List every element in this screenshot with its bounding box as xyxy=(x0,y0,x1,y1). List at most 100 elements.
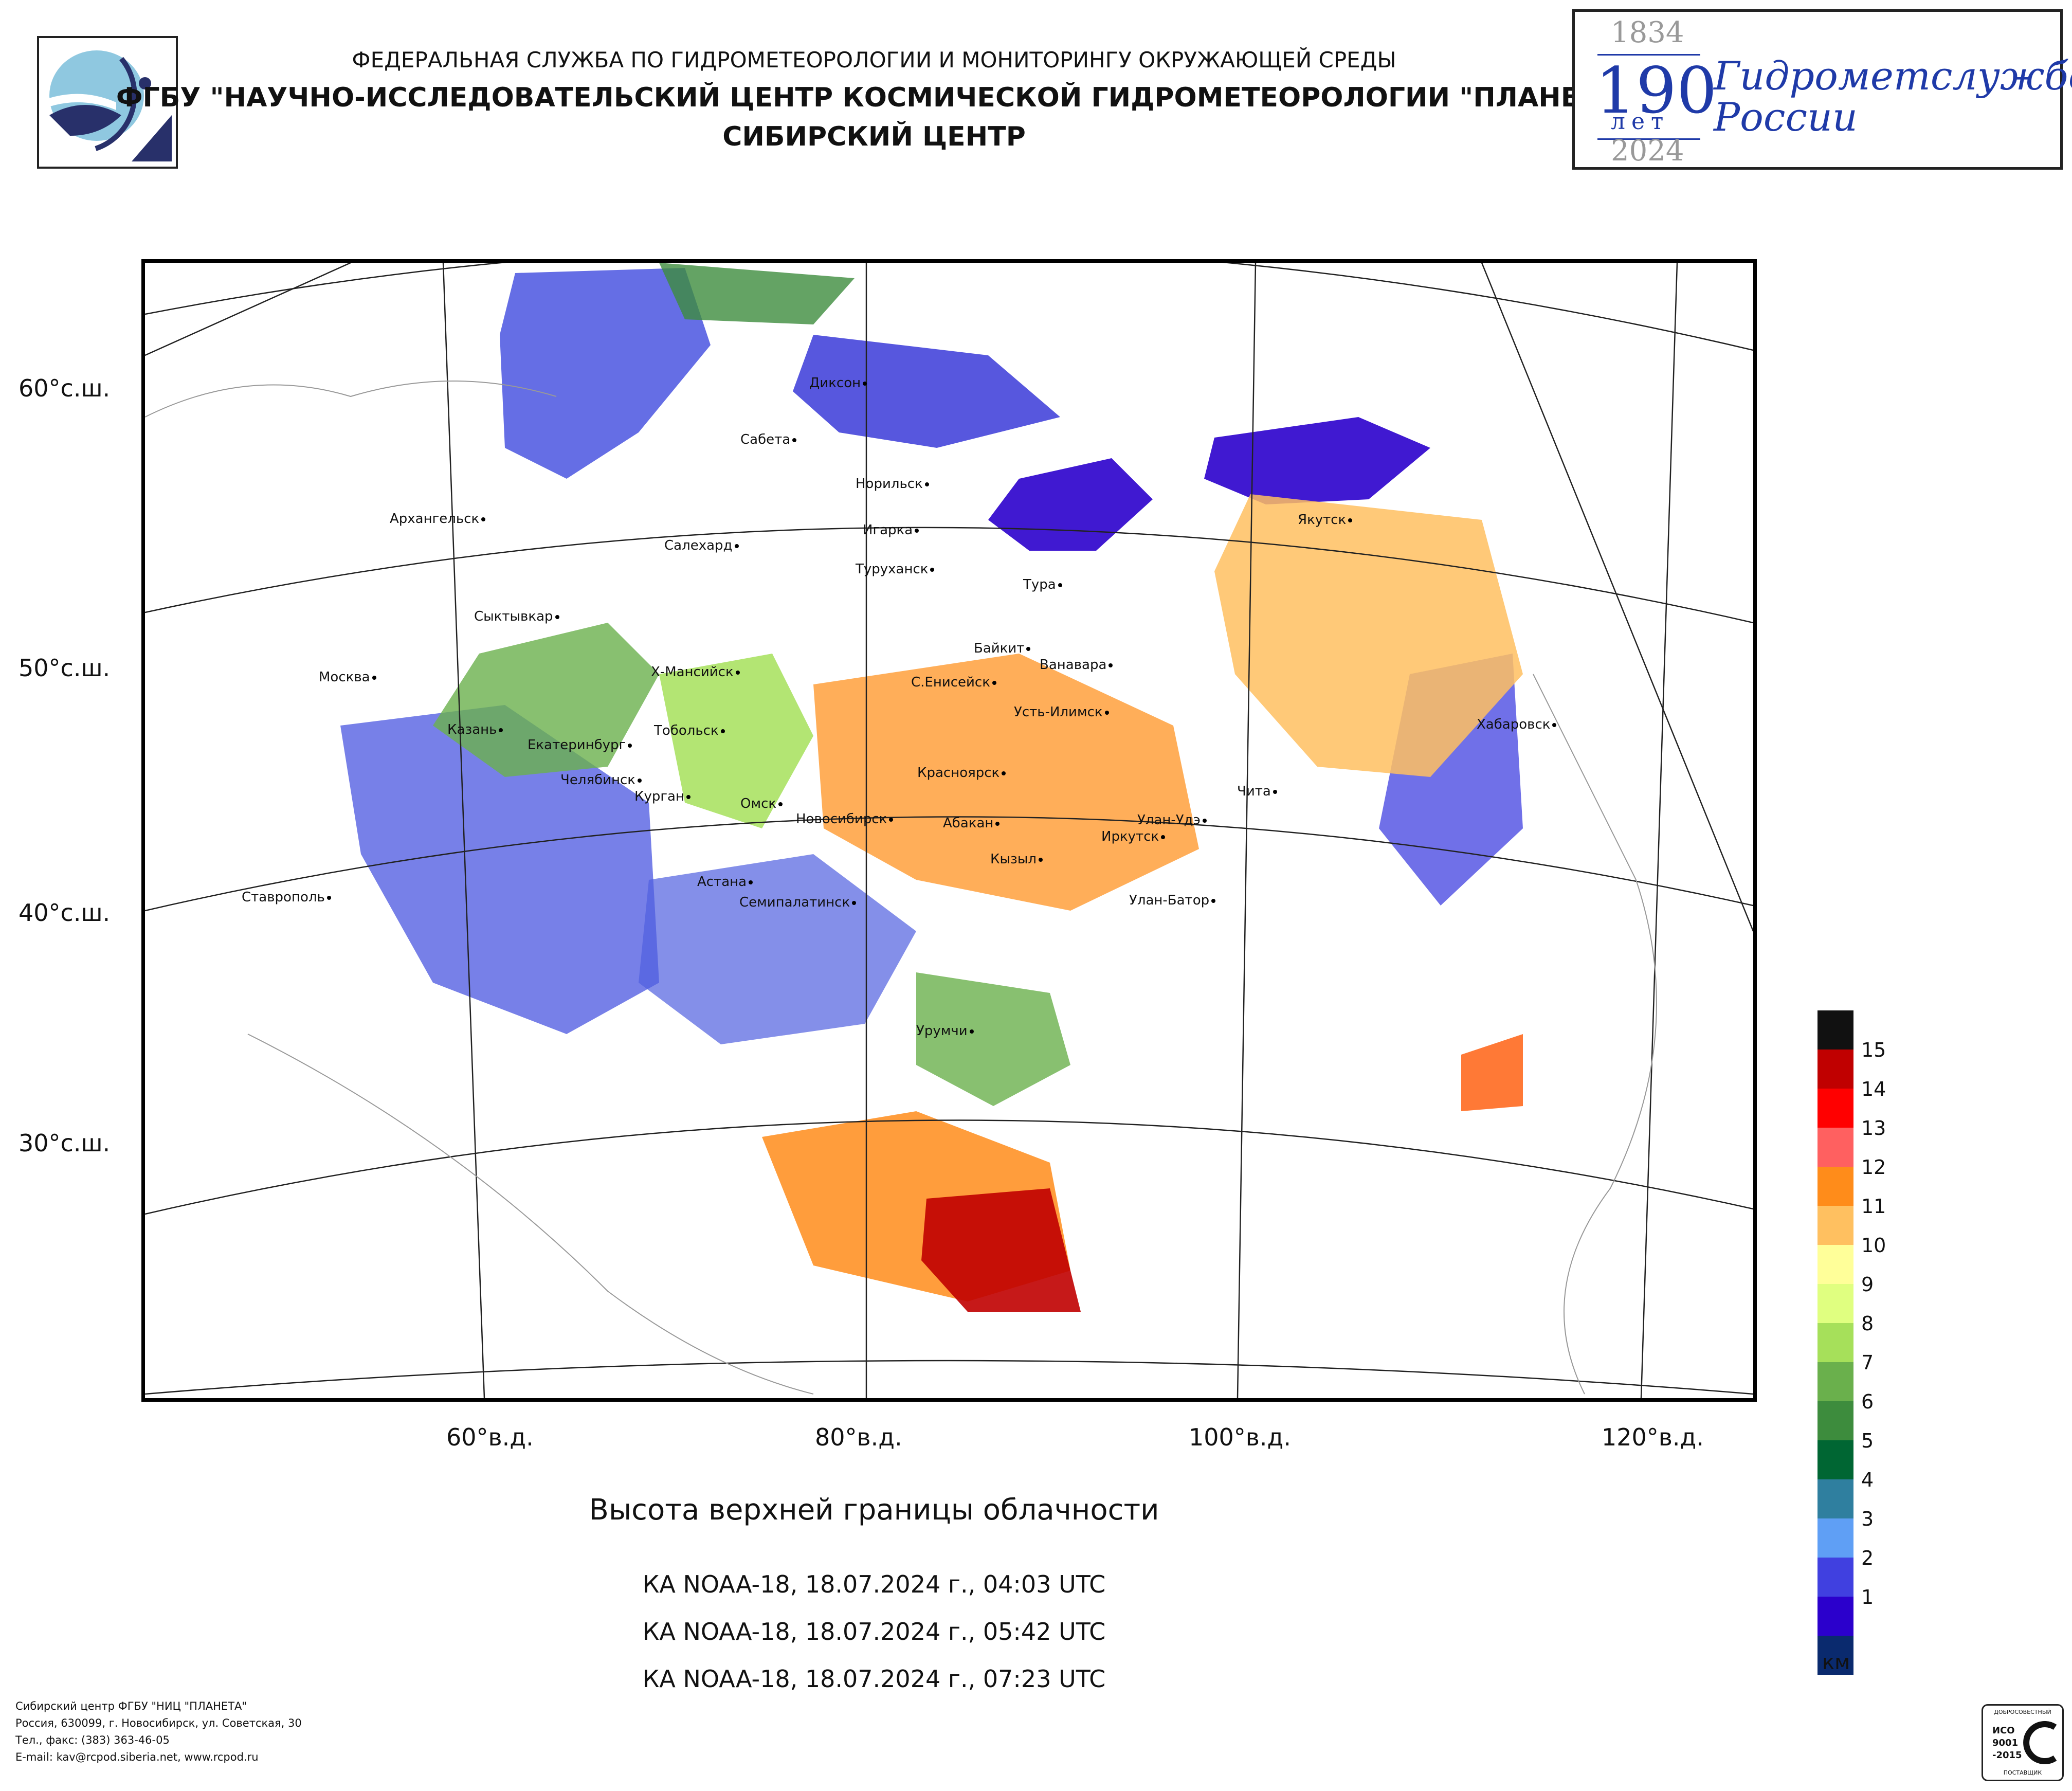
anniversary-year-start: 1834 xyxy=(1611,16,1684,49)
legend-swatch xyxy=(1817,1050,1853,1089)
anniversary-badge: 1834 190 лет 2024 Гидрометслужбе России xyxy=(1572,9,2072,170)
map-title: Высота верхней границы облачности xyxy=(589,1493,1159,1527)
legend-swatch xyxy=(1817,1284,1853,1323)
lon-label: 120°в.д. xyxy=(1602,1423,1704,1451)
cert-std1: 9001 xyxy=(1992,1738,2019,1748)
city-label: Новосибирск xyxy=(796,811,894,827)
city-label: Игарка xyxy=(863,522,919,538)
coastlines xyxy=(145,381,1657,1395)
lat-label: 50°с.ш. xyxy=(19,654,111,682)
cloud-patch-mid-mongolia xyxy=(916,972,1070,1106)
org-line-2: ФГБУ "НАУЧНО-ИССЛЕДОВАТЕЛЬСКИЙ ЦЕНТР КОС… xyxy=(116,82,1632,113)
anniversary-unit: лет xyxy=(1611,108,1670,135)
city-label: Красноярск xyxy=(917,765,1006,781)
footer-line: Тел., факс: (383) 363-46-05 xyxy=(15,1734,170,1746)
anniversary-line-1: Гидрометслужбе xyxy=(1714,53,2072,99)
meridian-140 xyxy=(1481,263,1753,932)
cloud-top-height-map xyxy=(141,259,1757,1402)
lon-label: 100°в.д. xyxy=(1189,1423,1291,1451)
org-line-3: СИБИРСКИЙ ЦЕНТР xyxy=(722,121,1026,152)
legend-label: 3 xyxy=(1861,1508,1874,1530)
parallel-50 xyxy=(145,527,1753,624)
city-label: Челябинск xyxy=(560,772,642,788)
city-label: Улан-Удэ xyxy=(1137,812,1207,828)
legend-label: 9 xyxy=(1861,1273,1874,1296)
cert-bottom: ПОСТАВЩИК xyxy=(2003,1769,2042,1776)
parallel-30 xyxy=(145,1119,1753,1215)
pass-line: КА NOAA-18, 18.07.2024 г., 05:42 UTC xyxy=(642,1618,1106,1645)
legend-swatch xyxy=(1817,1558,1853,1597)
anniversary-rule-bottom xyxy=(1597,138,1700,140)
map-canvas xyxy=(145,263,1753,1398)
coastline-arctic xyxy=(145,381,557,418)
legend-label: 1 xyxy=(1861,1586,1874,1608)
city-label: Москва xyxy=(319,670,376,685)
footer-line: E-mail: kav@rcpod.siberia.net, www.rcpod… xyxy=(15,1751,259,1763)
legend-swatch xyxy=(1817,1323,1853,1362)
city-label: Кызыл xyxy=(990,852,1043,867)
cloud-patch-low-yakutsk xyxy=(1204,417,1430,504)
cloud-patch-low-kazakh xyxy=(639,854,916,1044)
cloud-patch-mid-north xyxy=(659,263,855,324)
color-legend xyxy=(1817,1010,1853,1675)
city-label: Туруханск xyxy=(856,562,935,577)
city-label: Якутск xyxy=(1298,512,1353,528)
lat-label: 60°с.ш. xyxy=(19,374,111,402)
lon-label: 80°в.д. xyxy=(815,1423,902,1451)
city-label: Диксон xyxy=(809,375,867,391)
legend-swatch xyxy=(1817,1010,1853,1050)
meridian-40 xyxy=(145,263,351,356)
coastline-pacific xyxy=(1533,674,1657,1395)
anniversary-line-2: России xyxy=(1714,94,1858,140)
border-south xyxy=(247,1034,814,1395)
pass-line: КА NOAA-18, 18.07.2024 г., 07:23 UTC xyxy=(642,1665,1106,1693)
cloud-patch-low-taimyr xyxy=(793,335,1060,448)
city-label: Сыктывкар xyxy=(474,609,559,624)
city-label: Абакан xyxy=(943,816,1000,831)
city-label: Архангельск xyxy=(390,511,486,527)
city-label: Тура xyxy=(1023,577,1062,592)
legend-swatch xyxy=(1817,1089,1853,1128)
cloud-patch-mid-ural xyxy=(433,623,659,777)
footer-line: Россия, 630099, г. Новосибирск, ул. Сове… xyxy=(15,1717,302,1729)
legend-swatch xyxy=(1817,1167,1853,1206)
legend-swatch xyxy=(1817,1362,1853,1401)
legend-label: 4 xyxy=(1861,1469,1874,1491)
city-label: Иркутск xyxy=(1101,829,1166,844)
parallel-40 xyxy=(145,816,1753,912)
legend-swatch xyxy=(1817,1440,1853,1479)
legend-label: 10 xyxy=(1861,1234,1886,1257)
anniversary-number: 190 xyxy=(1595,54,1717,128)
meridian-60 xyxy=(442,263,485,1398)
legend-swatch xyxy=(1817,1597,1853,1636)
meridian-120 xyxy=(1640,263,1678,1398)
city-label: Курган xyxy=(634,789,690,804)
graticule xyxy=(145,263,1753,1398)
lat-label: 30°с.ш. xyxy=(19,1129,111,1157)
lon-label: 60°в.д. xyxy=(446,1423,534,1451)
cloud-patch-low-tura xyxy=(988,458,1153,551)
city-label: Сабета xyxy=(740,432,797,447)
cloud-patch-very-high-tibet xyxy=(921,1188,1081,1312)
legend-label: 7 xyxy=(1861,1351,1874,1374)
legend-swatch xyxy=(1817,1128,1853,1167)
city-label: Семипалатинск xyxy=(739,895,857,910)
legend-label: 15 xyxy=(1861,1039,1886,1061)
city-label: Х-Мансийск xyxy=(651,664,740,680)
footer-line: Сибирский центр ФГБУ "НИЦ "ПЛАНЕТА" xyxy=(15,1700,247,1712)
legend-label: 6 xyxy=(1861,1390,1874,1413)
city-label: Ванавара xyxy=(1040,657,1113,673)
lat-label: 40°с.ш. xyxy=(19,899,111,927)
city-label: С.Енисейск xyxy=(911,675,996,690)
city-label: Урумчи xyxy=(916,1023,974,1039)
city-label: Екатеринбург xyxy=(528,737,632,753)
legend-swatch xyxy=(1817,1401,1853,1440)
city-label: Астана xyxy=(697,874,753,890)
city-label: Байкит xyxy=(974,641,1031,656)
cloud-patch-low-north xyxy=(500,268,711,479)
legend-swatch xyxy=(1817,1636,1853,1675)
legend-label: 12 xyxy=(1861,1156,1886,1179)
meridian-100 xyxy=(1237,263,1257,1398)
city-label: Хабаровск xyxy=(1477,717,1557,732)
parallel-20 xyxy=(145,1360,1753,1395)
